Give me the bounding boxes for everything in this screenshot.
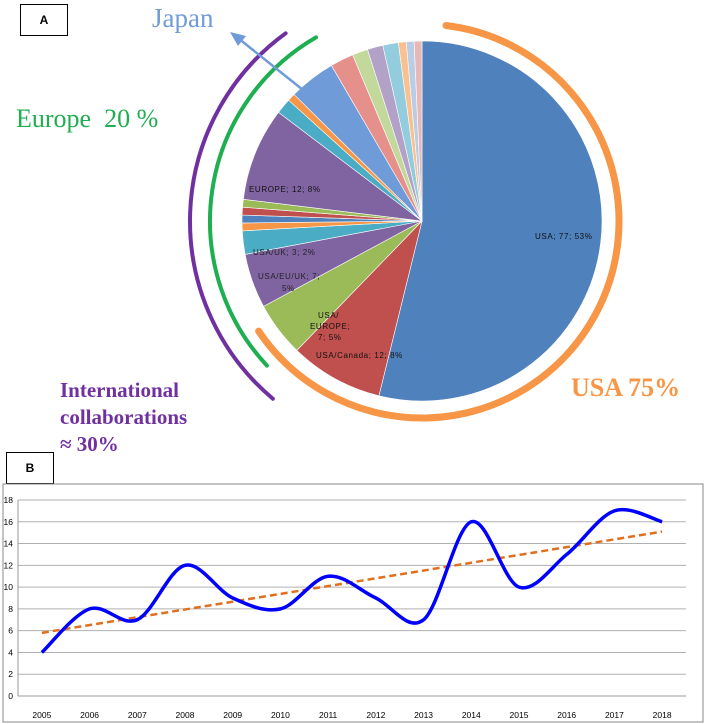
x-tick-label: 2017	[605, 710, 624, 720]
x-tick-label: 2015	[510, 710, 529, 720]
x-tick-label: 2013	[414, 710, 433, 720]
panel-a: A USA; 77; 53% USA/Canada; 12; 8% EUROPE…	[16, 3, 681, 458]
y-ticks: 0 2 4 6 8 10 12 14 16 18	[4, 495, 14, 701]
grid-lines	[17, 499, 686, 697]
slice-label-usa: USA; 77; 53%	[535, 232, 592, 241]
y-tick-label: 12	[4, 560, 14, 570]
japan-arrow-head	[230, 32, 246, 46]
panel-b: B 0 2 4 6 8 10 12 14 16 18 2005 2006 2007 2008 2009 20…	[0, 452, 709, 724]
international-line-2: collaborations	[60, 405, 188, 429]
europe-annotation: Europe 20 %	[16, 104, 159, 133]
international-annotation: International collaborations ≈ 30%	[60, 377, 187, 458]
panel-b-label: B	[6, 452, 54, 484]
series-line	[40, 507, 663, 654]
x-tick-label: 2009	[223, 710, 242, 720]
y-tick-label: 18	[4, 495, 14, 505]
x-tick-label: 2006	[80, 710, 99, 720]
x-tick-label: 2018	[653, 710, 672, 720]
x-ticks: 2005 2006 2007 2008 2009 2010 2011 2012 2013 2014…	[32, 710, 671, 720]
usa-arc	[255, 21, 623, 422]
pie-slice	[296, 219, 423, 397]
y-tick-label: 0	[8, 691, 13, 701]
slice-label-europe: EUROPE; 12; 8%	[249, 185, 321, 194]
slice-label-usa-europe: USA/ EUROPE; 7; 5%	[310, 311, 353, 342]
x-tick-label: 2014	[462, 710, 481, 720]
pie-slice	[242, 111, 424, 222]
international-line-1: International	[60, 378, 180, 402]
slice-label-usa-uk: USA/UK; 3; 2%	[253, 248, 316, 257]
pie-slice	[378, 40, 603, 402]
europe-arc	[208, 35, 318, 368]
slice-label-usa-eu-uk: USA/EU/UK; 7; 5%	[258, 272, 323, 293]
pie-slices	[241, 40, 603, 402]
international-line-3: ≈ 30%	[60, 432, 119, 456]
x-tick-label: 2008	[176, 710, 195, 720]
japan-arrow	[237, 37, 314, 99]
pie-chart: USA; 77; 53% USA/Canada; 12; 8% EUROPE; …	[188, 21, 623, 422]
line-chart-frame	[2, 483, 704, 723]
x-tick-label: 2011	[319, 710, 338, 720]
y-tick-label: 16	[4, 517, 14, 527]
y-tick-label: 4	[8, 647, 13, 657]
y-tick-label: 8	[8, 604, 13, 614]
x-tick-label: 2016	[557, 710, 576, 720]
line-chart: 0 2 4 6 8 10 12 14 16 18 2005 2006 2007 2008 2009 2010…	[2, 483, 704, 723]
x-tick-label: 2010	[271, 710, 290, 720]
y-tick-label: 6	[8, 626, 13, 636]
y-tick-label: 10	[4, 582, 14, 592]
x-tick-label: 2012	[366, 710, 385, 720]
x-tick-label: 2007	[128, 710, 147, 720]
international-arc	[188, 31, 288, 401]
japan-annotation: Japan	[152, 3, 214, 33]
y-tick-label: 2	[8, 669, 13, 679]
pie-slice	[413, 40, 423, 222]
panel-a-label: A	[20, 4, 68, 36]
usa-annotation: USA 75%	[571, 373, 681, 402]
slice-label-usa-canada: USA/Canada; 12; 8%	[316, 351, 403, 360]
x-tick-label: 2005	[32, 710, 51, 720]
y-tick-label: 14	[4, 539, 14, 549]
